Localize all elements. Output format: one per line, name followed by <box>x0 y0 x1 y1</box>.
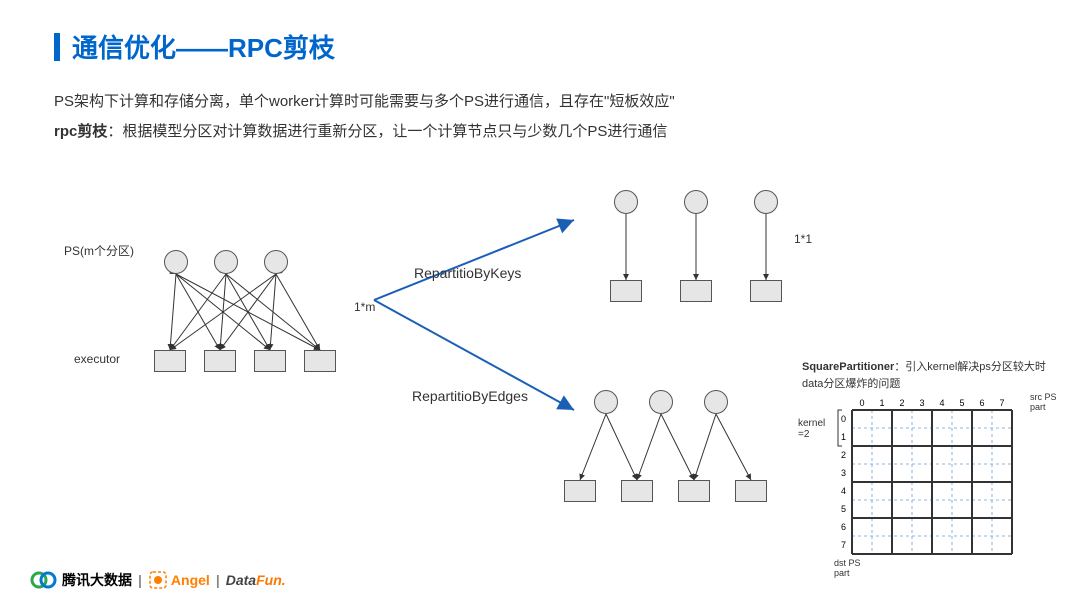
footer-sep-2: | <box>216 572 220 588</box>
executor-node <box>678 480 710 502</box>
tencent-logo-icon <box>30 570 58 590</box>
svg-text:2: 2 <box>841 450 846 460</box>
ps-node <box>164 250 188 274</box>
executor-node <box>680 280 712 302</box>
svg-text:6: 6 <box>979 398 984 408</box>
executor-node <box>750 280 782 302</box>
ps-node <box>754 190 778 214</box>
title-marker <box>54 33 60 61</box>
ps-node <box>684 190 708 214</box>
executor-node <box>564 480 596 502</box>
executor-node <box>610 280 642 302</box>
ps-node <box>704 390 728 414</box>
title-bar: 通信优化——RPC剪枝 <box>0 0 1080 65</box>
svg-text:0: 0 <box>859 398 864 408</box>
svg-text:1: 1 <box>879 398 884 408</box>
footer-datafun: DataFun. <box>226 572 286 588</box>
executor-node <box>304 350 336 372</box>
sp-title: SquarePartitioner：引入kernel解决ps分区较大时data分… <box>802 359 1052 392</box>
svg-text:5: 5 <box>841 504 846 514</box>
body-line-2: rpc剪枝：根据模型分区对计算数据进行重新分区，让一个计算节点只与少数几个PS进… <box>54 117 1026 147</box>
svg-text:4: 4 <box>841 486 846 496</box>
sp-grid: 0 1 2 3 4 5 6 7 0 1 2 3 4 5 6 7 <box>832 396 1032 556</box>
footer: 腾讯大数据 | Angel | DataFun. <box>30 570 286 590</box>
ps-node <box>214 250 238 274</box>
angel-logo-icon <box>148 570 168 590</box>
executor-node <box>254 350 286 372</box>
svg-text:7: 7 <box>999 398 1004 408</box>
kernel-label: kernel =2 <box>798 418 825 440</box>
tr-cost-label: 1*1 <box>794 232 812 246</box>
footer-sep-1: | <box>138 572 142 588</box>
svg-text:7: 7 <box>841 540 846 550</box>
footer-tencent: 腾讯大数据 <box>62 570 132 590</box>
body-line-1: PS架构下计算和存储分离，单个worker计算时可能需要与多个PS进行通信，且存… <box>54 87 1026 117</box>
executor-node <box>154 350 186 372</box>
executor-node <box>621 480 653 502</box>
svg-text:3: 3 <box>919 398 924 408</box>
ps-node <box>264 250 288 274</box>
svg-text:0: 0 <box>841 414 846 424</box>
svg-text:1: 1 <box>841 432 846 442</box>
svg-text:2: 2 <box>899 398 904 408</box>
ps-node <box>614 190 638 214</box>
src-label: src PS part <box>1030 392 1057 412</box>
dst-label: dst PS part <box>834 558 861 578</box>
ps-node <box>594 390 618 414</box>
executor-node <box>204 350 236 372</box>
executor-node <box>735 480 767 502</box>
svg-text:5: 5 <box>959 398 964 408</box>
body-text: PS架构下计算和存储分离，单个worker计算时可能需要与多个PS进行通信，且存… <box>0 65 1080 147</box>
svg-text:3: 3 <box>841 468 846 478</box>
svg-text:6: 6 <box>841 522 846 532</box>
svg-text:4: 4 <box>939 398 944 408</box>
repartition-keys-label: RepartitioByKeys <box>414 265 521 281</box>
page-title: 通信优化——RPC剪枝 <box>72 28 335 65</box>
ps-node <box>649 390 673 414</box>
footer-angel: Angel <box>171 572 210 588</box>
repartition-edges-label: RepartitioByEdges <box>412 388 528 404</box>
square-partitioner: SquarePartitioner：引入kernel解决ps分区较大时data分… <box>802 359 1052 556</box>
